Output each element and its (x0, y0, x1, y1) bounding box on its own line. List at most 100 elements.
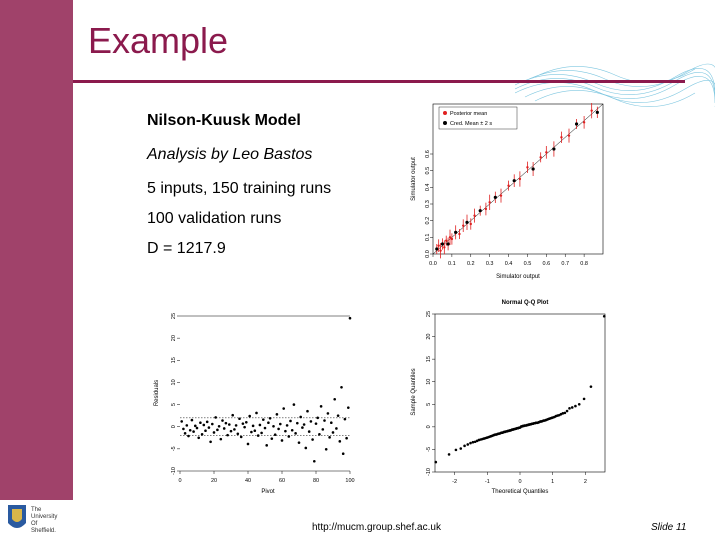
data-point (434, 460, 438, 464)
data-point (214, 416, 217, 419)
data-point (279, 422, 282, 426)
data-point (313, 459, 316, 463)
data-point (207, 426, 211, 429)
data-point (347, 406, 350, 409)
data-point (590, 109, 593, 112)
data-point (231, 413, 234, 417)
y-tick-label: 5 (171, 403, 177, 406)
data-point (221, 419, 224, 422)
y-tick-label: 0.2 (425, 217, 431, 225)
decorative-wave (515, 63, 715, 107)
data-point (272, 424, 275, 428)
x-tick-label: 60 (279, 478, 285, 484)
plot-frame (432, 103, 604, 255)
data-point (582, 397, 586, 401)
data-point (228, 423, 231, 426)
data-point (294, 432, 297, 435)
data-point (335, 427, 338, 430)
data-point (469, 222, 472, 226)
data-point (469, 441, 472, 445)
data-point (290, 428, 294, 432)
x-tick-label: 2 (584, 479, 587, 485)
data-point (183, 432, 187, 435)
data-point (321, 428, 325, 431)
legend-label-1: Posterior mean (450, 111, 487, 117)
y-tick-label: -5 (426, 447, 432, 452)
y-tick-label: 5 (426, 403, 432, 406)
data-point (275, 413, 279, 416)
data-point (273, 433, 277, 436)
data-point (463, 444, 466, 448)
data-point (574, 404, 577, 408)
data-point (292, 403, 296, 406)
data-point (296, 421, 299, 425)
chart-residuals: 0 20 40 60 80 100 -10 -5 0 5 10 15 20 25 Pivot Resid… (154, 313, 355, 495)
x-axis-label: Simulator output (496, 274, 540, 280)
data-point (301, 426, 304, 429)
data-point (200, 432, 204, 436)
data-point (187, 434, 190, 438)
data-point (192, 430, 195, 433)
y-axis-label: Residuals (154, 380, 160, 406)
data-point (260, 431, 263, 435)
data-point (324, 448, 328, 451)
x-tick-label: -1 (485, 479, 490, 485)
data-point (255, 411, 258, 415)
data-point (243, 425, 246, 429)
data-point (318, 432, 321, 436)
data-point (248, 414, 251, 418)
data-point (331, 431, 335, 434)
chart-qq-plot: Normal Q-Q Plot -2 -1 0 1 2 -10-50510152025 … (411, 300, 606, 495)
data-point (236, 432, 240, 436)
y-tick-label: 0 (171, 425, 177, 428)
data-point (518, 177, 522, 181)
data-point (258, 423, 262, 427)
data-point (454, 230, 458, 234)
data-point (435, 247, 439, 251)
data-point (195, 426, 199, 430)
y-tick-label: 0.5 (425, 167, 431, 175)
data-point (526, 166, 529, 169)
data-point (333, 397, 336, 401)
footer-url[interactable]: http://mucm.group.shef.ac.uk (312, 522, 441, 533)
logo-line-1: The (31, 507, 42, 513)
data-point (316, 416, 319, 420)
data-point (270, 437, 274, 440)
chart-validation-scatter: 0.0 0.1 0.2 0.3 0.4 0.5 0.6 0.7 0.8 0.0 0.1 0.2 0.3… (411, 103, 604, 280)
data-point (552, 147, 556, 151)
data-point (570, 406, 574, 409)
data-point (582, 121, 586, 124)
data-point (311, 438, 314, 441)
x-tick-label: 20 (211, 478, 217, 484)
data-point (345, 436, 348, 440)
x-tick-label: 0.6 (543, 261, 551, 267)
x-tick-label: 100 (345, 478, 354, 484)
title-rule (73, 80, 685, 83)
reference-line (432, 103, 604, 255)
data-point (595, 110, 599, 114)
bullet-model: Nilson-Kuusk Model (147, 112, 301, 129)
data-point (263, 426, 267, 430)
slide-number: Slide 11 (651, 522, 687, 533)
data-point (234, 424, 238, 427)
y-tick-label: -10 (171, 467, 177, 475)
data-point (299, 415, 302, 419)
x-tick-label: 1 (551, 479, 554, 485)
data-point (204, 429, 207, 432)
data-point (277, 427, 280, 431)
data-point (577, 402, 581, 406)
data-point (454, 448, 458, 452)
data-point (561, 412, 565, 415)
data-point (314, 422, 318, 425)
data-point (440, 242, 445, 246)
data-point (250, 430, 253, 434)
data-point (268, 417, 272, 420)
legend-marker-2 (443, 121, 447, 125)
slide-title: Example (88, 20, 229, 61)
x-axis-label: Pivot (261, 489, 275, 495)
data-point (493, 195, 497, 199)
data-point (262, 418, 265, 421)
x-tick-label: 0.7 (561, 261, 569, 267)
data-point (245, 420, 248, 424)
data-point (445, 239, 448, 242)
